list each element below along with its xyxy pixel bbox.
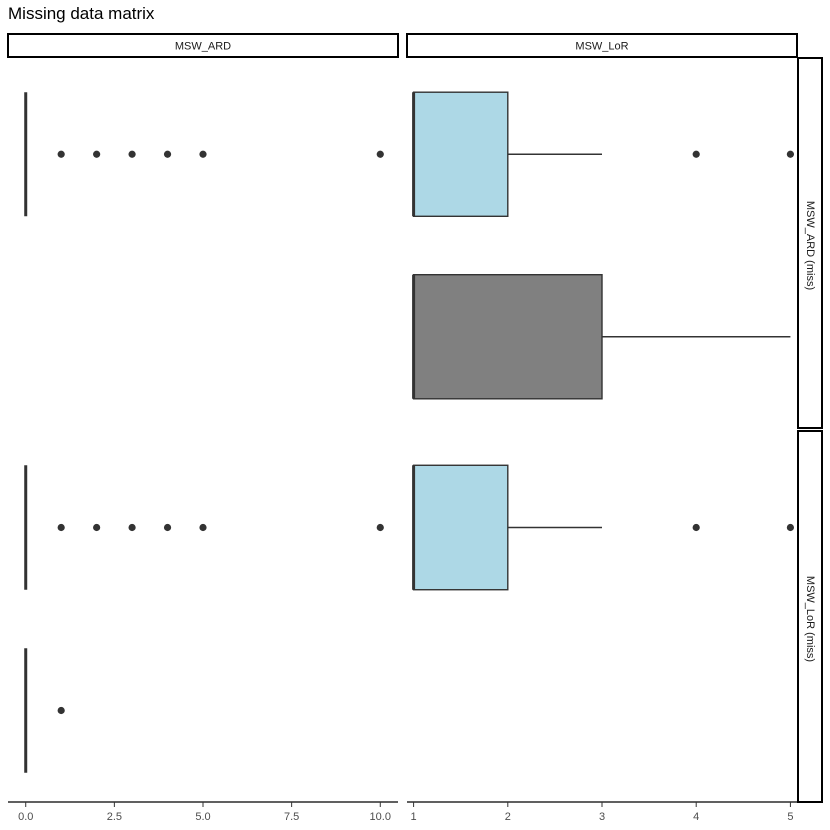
outlier-point <box>57 523 65 532</box>
x-tick-label: 7.5 <box>284 811 299 823</box>
outlier-point <box>376 523 384 532</box>
column-strip-label: MSW_LoR <box>575 41 628 53</box>
outlier-point <box>376 150 384 158</box>
box-body <box>412 274 603 400</box>
outlier-point <box>199 523 207 532</box>
x-tick-label: 4 <box>693 811 699 823</box>
outlier-point <box>786 150 795 158</box>
outlier-point <box>57 150 65 158</box>
row-strip <box>797 57 823 429</box>
x-tick-label: 0.0 <box>18 811 33 823</box>
outlier-point <box>57 706 65 715</box>
x-tick-label: 2.5 <box>107 811 122 823</box>
outlier-point <box>692 523 700 532</box>
box-body <box>412 91 509 217</box>
row-strip-label: MSW_ARD (miss) <box>804 201 816 290</box>
column-strip-label: MSW_ARD <box>175 41 231 53</box>
x-tick-label: 2 <box>505 811 511 823</box>
outlier-point <box>786 523 795 532</box>
outlier-point <box>93 523 101 532</box>
x-tick-label: 5.0 <box>195 811 210 823</box>
outlier-point <box>163 150 172 158</box>
chart-title: Missing data matrix <box>8 4 155 23</box>
outlier-point <box>692 150 700 158</box>
box-body <box>412 464 509 591</box>
outlier-point <box>128 523 136 532</box>
x-tick-label: 10.0 <box>370 811 391 823</box>
outlier-point <box>163 523 172 532</box>
x-tick-label: 1 <box>411 811 417 823</box>
column-strip <box>406 33 798 58</box>
row-strip <box>797 430 823 803</box>
outlier-point <box>199 150 207 158</box>
row-strip-label: MSW_LoR (miss) <box>804 576 816 662</box>
column-strip <box>7 33 399 58</box>
outlier-point <box>128 150 136 158</box>
x-tick-label: 5 <box>787 811 793 823</box>
x-tick-label: 3 <box>599 811 605 823</box>
outlier-point <box>93 150 101 158</box>
